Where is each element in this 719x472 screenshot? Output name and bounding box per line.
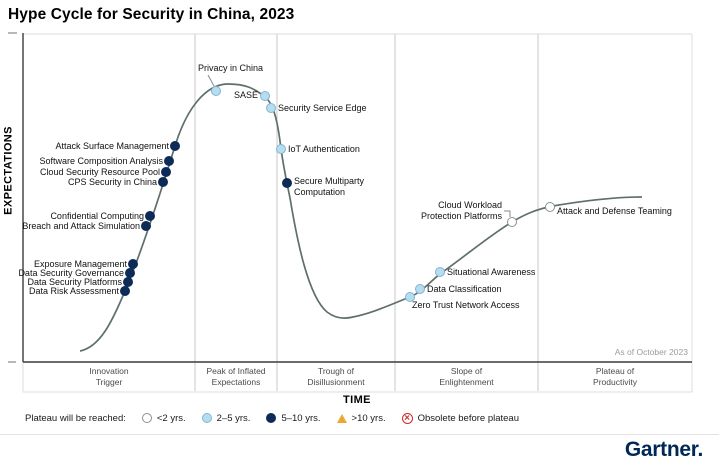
legend-obs-icon [401,412,413,424]
data-security-platforms-label: Data Security Platforms [27,277,122,287]
data-classification-dot [415,284,425,294]
axes [8,32,692,363]
data-security-governance-label: Data Security Governance [18,268,124,278]
legend-mid-icon [201,413,212,423]
cloud-workload-protection-platforms-leader-line [504,210,511,217]
exposure-management-label: Exposure Management [33,259,127,269]
phase-gridlines [194,34,539,391]
legend-item-label: >10 yrs. [351,412,386,424]
phase-label-trough-of: Trough of Disillusionment [307,366,365,387]
legend-tri-icon [336,413,347,423]
software-composition-analysis-dot [164,156,174,166]
as-of-date: As of October 2023 [614,347,688,357]
cloud-security-resource-pool-label: Cloud Security Resource Pool [39,167,160,177]
attack-surface-management-label: Attack Surface Management [55,141,169,151]
legend-item-obsolete-before-plateau: Obsolete before plateau [401,412,519,424]
legend-item-2-yrs: <2 yrs. [141,412,186,424]
plateau-legend: Plateau will be reached: <2 yrs. 2–5 yrs.… [25,410,519,426]
situational-awareness-dot [435,267,445,277]
legend-item-10-yrs: >10 yrs. [336,412,386,424]
cps-security-in-china-dot [158,177,168,187]
privacy-in-china-dot [211,86,221,96]
attack-surface-management-dot [170,141,180,151]
legend-item-label: 2–5 yrs. [216,412,251,424]
secure-multiparty-computation-dot [282,178,292,188]
sase-label: SASE [233,90,258,100]
data-security-governance-dot [125,268,135,278]
legend-item-label: <2 yrs. [156,412,186,424]
confidential-computing-dot [145,211,155,221]
iot-authentication-label: IoT Authentication [288,144,360,154]
breach-and-attack-simulation-dot [141,221,151,231]
data-security-platforms-dot [123,277,133,287]
y-axis-label: EXPECTATIONS [2,126,15,215]
legend-item-5-10-yrs: 5–10 yrs. [266,412,321,424]
zero-trust-network-access-dot [405,292,415,302]
attack-and-defense-teaming-label: Attack and Defense Teaming [557,206,672,216]
legend-item-label: Obsolete before plateau [417,412,519,424]
phase-label-peak-of-inflated: Peak of Inflated Expectations [206,366,266,387]
data-classification-label: Data Classification [427,284,502,294]
cps-security-in-china-label: CPS Security in China [67,177,157,187]
cloud-security-resource-pool-dot [161,167,171,177]
situational-awareness-label: Situational Awareness [447,267,536,277]
privacy-in-china-label: Privacy in China [198,63,264,73]
security-service-edge-label: Security Service Edge [278,103,367,113]
x-axis-label: TIME [343,394,371,406]
breach-and-attack-simulation-label: Breach and Attack Simulation [22,221,140,231]
data-risk-assessment-dot [120,286,130,296]
legend-navy-icon [266,413,277,423]
cloud-workload-protection-platforms-dot [507,217,517,227]
phase-label-innovation: Innovation Trigger [89,366,129,387]
chart-title: Hype Cycle for Security in China, 2023 [8,6,295,23]
sase-dot [260,91,270,101]
data-risk-assessment-label: Data Risk Assessment [28,286,119,296]
zero-trust-network-access-label: Zero Trust Network Access [412,300,520,310]
confidential-computing-label: Confidential Computing [50,211,144,221]
software-composition-analysis-label: Software Composition Analysis [39,156,163,166]
privacy-in-china-leader-line [207,74,215,87]
gartner-logo: Gartner. [624,438,703,461]
hype-curve-line [79,83,643,352]
legend-item-2-5-yrs: 2–5 yrs. [201,412,251,424]
security-service-edge-dot [266,103,276,113]
legend-item-label: 5–10 yrs. [281,412,321,424]
phase-label-slope-of: Slope of Enlightenment [439,366,494,387]
secure-multiparty-computation-label: Secure Multiparty Computation [294,176,365,197]
attack-and-defense-teaming-dot [545,202,555,212]
phase-label-plateau-of: Plateau of Productivity [593,366,637,387]
footer-divider [0,434,719,435]
exposure-management-dot [128,259,138,269]
cloud-workload-protection-platforms-label: Cloud Workload Protection Platforms [420,200,502,221]
iot-authentication-dot [276,144,286,154]
legend-open-icon [141,413,152,423]
legend-prefix: Plateau will be reached: [25,412,126,424]
